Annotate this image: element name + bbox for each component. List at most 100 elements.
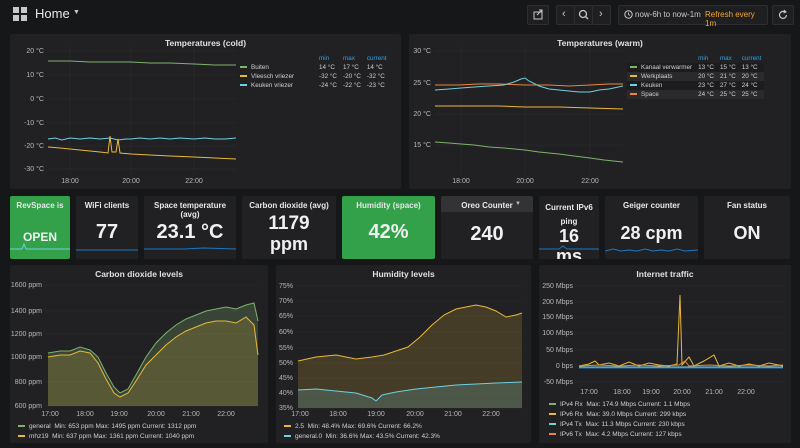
legend-name: IPv6 Rx [560, 411, 583, 418]
x-tick: 19:00 [367, 411, 385, 418]
y-tick: 45% [279, 375, 293, 382]
legend-min: 13 °C [698, 64, 714, 71]
legend-current: 13 °C [741, 64, 758, 71]
x-tick: 18:00 [329, 411, 347, 418]
chevron-down-icon[interactable]: ▼ [73, 9, 80, 16]
x-tick: 22:00 [737, 389, 755, 396]
legend-item[interactable]: mhz19 Min: 637 ppm Max: 1361 ppm Current… [18, 433, 194, 440]
legend-name: mhz19 [29, 433, 49, 440]
time-back-button[interactable]: ‹ [556, 5, 575, 25]
stat-ipv6-ping: Current IPv6 ping 16 ms [539, 196, 599, 259]
legend-min: 24 °C [698, 91, 714, 98]
time-picker-button[interactable]: now-6h to now-1m Refresh every 1m [618, 5, 768, 28]
stat-title: Geiger counter [623, 201, 680, 210]
legend-row[interactable]: Kanaal verwarmer 13 °C 15 °C 13 °C [627, 63, 765, 72]
legend-name: Keuken [641, 82, 663, 89]
x-tick: 21:00 [705, 389, 723, 396]
legend-max: 15 °C [719, 64, 736, 71]
series-ipv6-rx [578, 360, 784, 367]
sparkline [539, 245, 599, 250]
legend-row[interactable]: Vleesch vriezer -32 °C -20 °C -32 °C [237, 72, 390, 81]
x-tick: 22:00 [581, 178, 599, 185]
x-tick: 21:00 [182, 411, 200, 418]
legend-item[interactable]: 2.5 Min: 48.4% Max: 69.6% Current: 66.2% [284, 423, 422, 430]
legend-header-min: min [698, 55, 709, 62]
x-tick: 22:00 [217, 411, 235, 418]
dashboard-title[interactable]: Home [35, 6, 70, 21]
x-tick: 22:00 [482, 411, 500, 418]
legend-min: 23 °C [698, 82, 714, 89]
dashboard-grid-icon[interactable] [13, 7, 27, 21]
series-general-0-area [298, 382, 522, 408]
legend-item[interactable]: general.0 Min: 36.6% Max: 43.5% Current:… [284, 433, 440, 440]
stat-title: Space temperature (avg) [153, 201, 227, 219]
y-tick: 100 Mbps [542, 330, 573, 337]
series-2-5-area [298, 305, 522, 408]
share-icon [533, 9, 543, 20]
y-tick: 20 °C [26, 47, 44, 55]
stat-title: RevSpace is [16, 201, 64, 210]
x-tick: 22:00 [185, 178, 203, 185]
panel-temperatures-warm: Temperatures (warm) 30 °C 25 °C 20 °C 15… [409, 34, 791, 189]
y-tick: 10 °C [26, 71, 44, 79]
sparkline [144, 247, 236, 250]
legend-item[interactable]: general Min: 653 ppm Max: 1495 ppm Curre… [18, 423, 196, 430]
legend-table: min max current Kanaal verwarmer 13 °C 15… [627, 54, 765, 99]
legend-item[interactable]: IPv4 Rx Max: 174.9 Mbps Current: 1.1 Mbp… [549, 401, 690, 408]
x-tick: 18:00 [613, 389, 631, 396]
legend-stats: Min: 653 ppm Max: 1495 ppm Current: 1312… [54, 423, 197, 430]
stat-value: 28 cpm [620, 223, 683, 243]
legend-name: general [29, 423, 51, 430]
panel-header-highlight[interactable] [441, 196, 533, 212]
legend-row[interactable]: Keuken 23 °C 27 °C 24 °C [627, 81, 765, 90]
legend-max: -22 °C [342, 82, 361, 89]
legend-name: Space [641, 91, 659, 98]
series-2-5 [297, 304, 523, 362]
clock-icon [624, 10, 633, 19]
zoom-out-button[interactable] [574, 5, 593, 25]
legend-row[interactable]: Keuken vriezer -24 °C -22 °C -23 °C [237, 81, 390, 90]
caret-down-icon[interactable]: ▼ [515, 201, 521, 207]
time-forward-button[interactable]: › [592, 5, 611, 25]
legend-item[interactable]: IPv6 Tx Max: 4.2 Mbps Current: 127 kbps [549, 431, 682, 438]
co2-graph: 1600 ppm 1400 ppm 1200 ppm 1000 ppm 800 … [11, 282, 259, 418]
panel-title: Temperatures (warm) [557, 38, 643, 48]
legend-min: -24 °C [319, 82, 337, 89]
stat-value: 23.1 °C [156, 221, 224, 243]
stat-carbon-dioxide: Carbon dioxide (avg) 1179 ppm [242, 196, 336, 259]
y-tick: 20 °C [413, 110, 431, 118]
share-button[interactable] [527, 5, 549, 25]
legend-stats: Max: 39.0 Mbps Current: 299 kbps [586, 411, 687, 418]
chevron-right-icon: › [599, 8, 603, 20]
series-werkplaats [435, 105, 624, 110]
stat-fan-status: Fan status ON [704, 196, 790, 259]
series-general-0 [297, 381, 523, 402]
legend-header-current: current [741, 55, 762, 62]
legend-row[interactable]: Space 24 °C 25 °C 25 °C [627, 90, 765, 99]
y-tick: -20 °C [24, 142, 44, 150]
legend-stats: Max: 4.2 Mbps Current: 127 kbps [585, 431, 682, 438]
search-icon [578, 9, 589, 20]
refresh-interval-label: Refresh every 1m [705, 10, 755, 28]
legend-item[interactable]: IPv6 Rx Max: 39.0 Mbps Current: 299 kbps [549, 411, 686, 418]
y-tick: -30 °C [24, 165, 44, 173]
legend-current: 24 °C [741, 82, 758, 89]
x-tick: 20:00 [406, 411, 424, 418]
stat-title: Humidity (space) [356, 201, 421, 210]
refresh-button[interactable] [772, 5, 794, 25]
legend-item[interactable]: IPv4 Tx Max: 11.3 Mbps Current: 230 kbps [549, 421, 685, 428]
y-tick: -10 °C [24, 119, 44, 127]
legend-row[interactable]: Buiten 14 °C 17 °C 14 °C [237, 63, 390, 72]
legend-max: 27 °C [719, 82, 736, 89]
legend-row[interactable]: Werkplaats 20 °C 21 °C 20 °C [627, 72, 765, 81]
y-tick: 40% [279, 390, 293, 397]
legend-current: -32 °C [366, 73, 385, 80]
legend-name: Kanaal verwarmer [641, 64, 693, 71]
x-tick: 21:00 [444, 411, 462, 418]
stat-geiger-counter: Geiger counter 28 cpm [605, 196, 698, 259]
y-tick: 25 °C [413, 79, 431, 87]
stat-title: Current IPv6 ping [545, 203, 593, 226]
y-tick: 50% [279, 360, 293, 367]
stat-revspace-status: RevSpace is OPEN [10, 196, 70, 259]
legend-name: Buiten [251, 64, 269, 71]
